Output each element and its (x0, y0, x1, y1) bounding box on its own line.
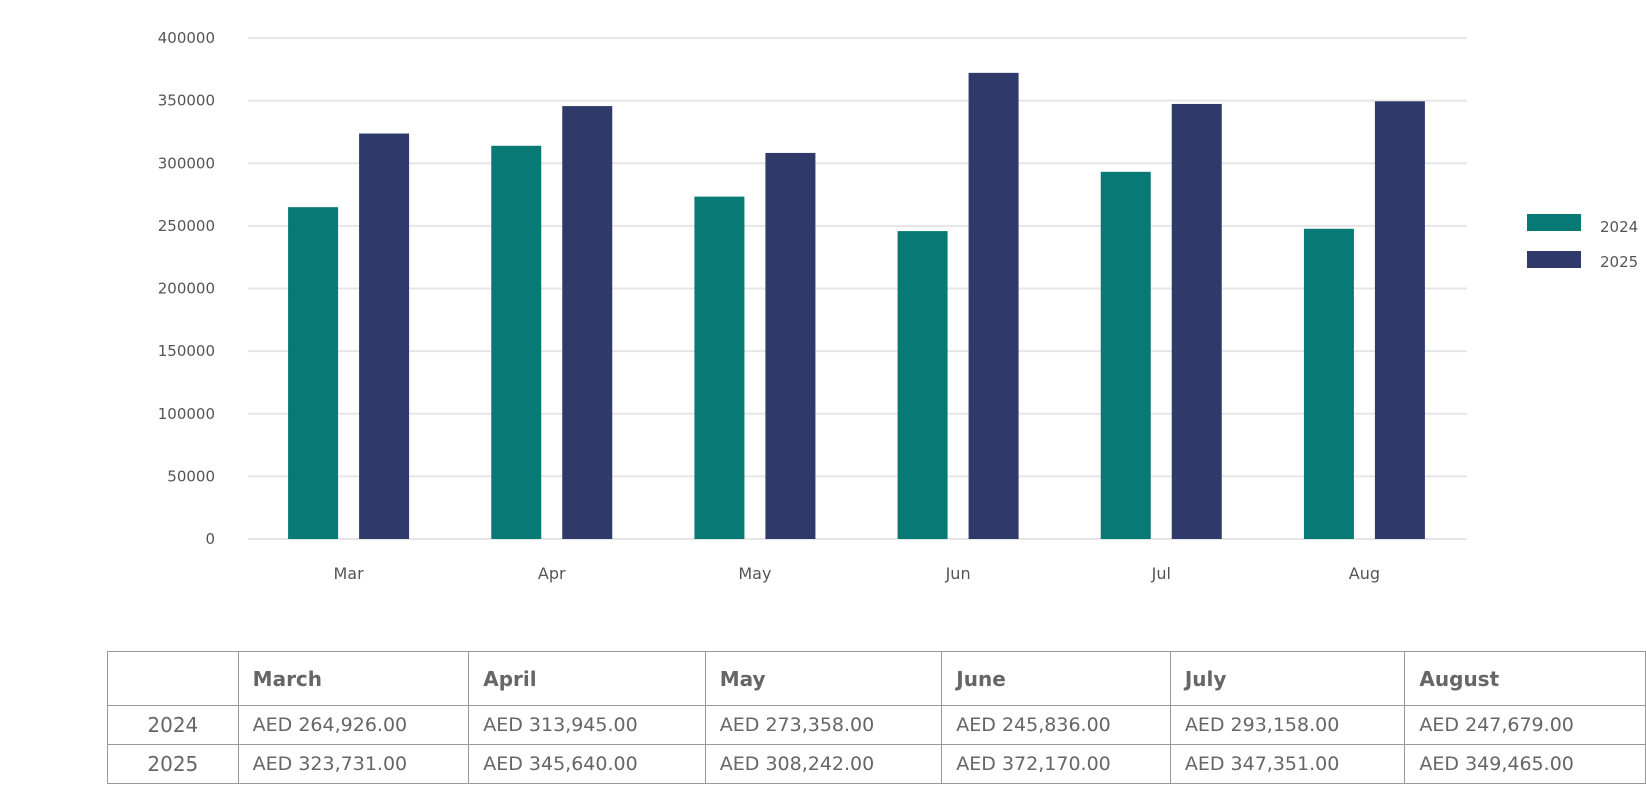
legend-swatch-2025 (1527, 251, 1581, 268)
y-tick-label: 100000 (158, 405, 215, 423)
bar-2025-jun (968, 72, 1019, 539)
y-tick-label: 350000 (158, 92, 215, 110)
bar-2025-aug (1374, 101, 1425, 539)
grid-lines (248, 37, 1467, 540)
table-cell: AED 345,640.00 (468, 744, 706, 784)
legend-label-2025: 2025 (1600, 253, 1638, 271)
table-cell: AED 273,358.00 (704, 705, 943, 745)
table-header-may: May (704, 651, 943, 706)
table-cell: AED 323,731.00 (237, 744, 470, 784)
bar-2024-may (694, 196, 745, 539)
bar-2024-mar (288, 207, 339, 540)
table-header-august: August (1404, 651, 1646, 706)
table-cell: AED 308,242.00 (704, 744, 943, 784)
table-row: 2024 AED 264,926.00 AED 313,945.00 AED 2… (107, 705, 1646, 745)
x-category-label: May (738, 564, 771, 583)
table-header-row: March April May June July August (107, 651, 1646, 706)
legend-swatch-2024 (1527, 214, 1581, 231)
x-category-label: Apr (538, 564, 566, 583)
table-cell: AED 247,679.00 (1404, 705, 1646, 745)
table-cell: AED 245,836.00 (941, 705, 1171, 745)
bar-2025-may (765, 152, 816, 540)
table-cell: AED 372,170.00 (941, 744, 1171, 784)
table-cell: AED 264,926.00 (237, 705, 470, 745)
table-header-july: July (1169, 651, 1406, 706)
row-label-2025: 2025 (107, 744, 239, 784)
x-category-label: Jul (1151, 564, 1171, 583)
x-category-label: Aug (1349, 564, 1380, 583)
y-tick-label: 50000 (167, 467, 215, 485)
y-tick-label: 150000 (158, 342, 215, 360)
bar-2025-jul (1171, 103, 1222, 539)
bar-chart: 0 50000 100000 150000 200000 250000 300000 3500… (158, 29, 1638, 583)
x-category-label: Mar (333, 564, 364, 583)
bar-2024-jul (1100, 171, 1151, 539)
table-row: 2025 AED 323,731.00 AED 345,640.00 AED 3… (107, 744, 1646, 784)
table-cell: AED 349,465.00 (1404, 744, 1646, 784)
legend: 2024 2025 (1527, 214, 1638, 271)
table-header-april: April (468, 651, 706, 706)
legend-label-2024: 2024 (1600, 218, 1638, 236)
data-table: March April May June July August 2024 AE… (107, 651, 1646, 784)
bar-2024-apr (491, 145, 542, 540)
y-tick-label: 300000 (158, 154, 215, 172)
y-axis-ticks: 0 50000 100000 150000 200000 250000 300000 3500… (158, 29, 215, 548)
x-axis-categories: Mar Apr May Jun Jul Aug (333, 564, 1380, 583)
y-tick-label: 0 (205, 530, 215, 548)
table-header-june: June (941, 651, 1171, 706)
x-category-label: Jun (945, 564, 971, 583)
row-label-2024: 2024 (107, 705, 239, 745)
table-cell: AED 347,351.00 (1169, 744, 1406, 784)
table-cell: AED 293,158.00 (1169, 705, 1406, 745)
table-header-march: March (237, 651, 470, 706)
bar-2025-apr (562, 106, 613, 539)
bars (288, 72, 1425, 540)
table-cell: AED 313,945.00 (468, 705, 706, 745)
y-tick-label: 250000 (158, 217, 215, 235)
bar-2024-jun (897, 231, 948, 540)
table-header-corner (107, 651, 239, 706)
bar-2025-mar (359, 133, 410, 539)
y-tick-label: 200000 (158, 280, 215, 298)
bar-2024-aug (1303, 228, 1354, 540)
y-tick-label: 400000 (158, 29, 215, 47)
